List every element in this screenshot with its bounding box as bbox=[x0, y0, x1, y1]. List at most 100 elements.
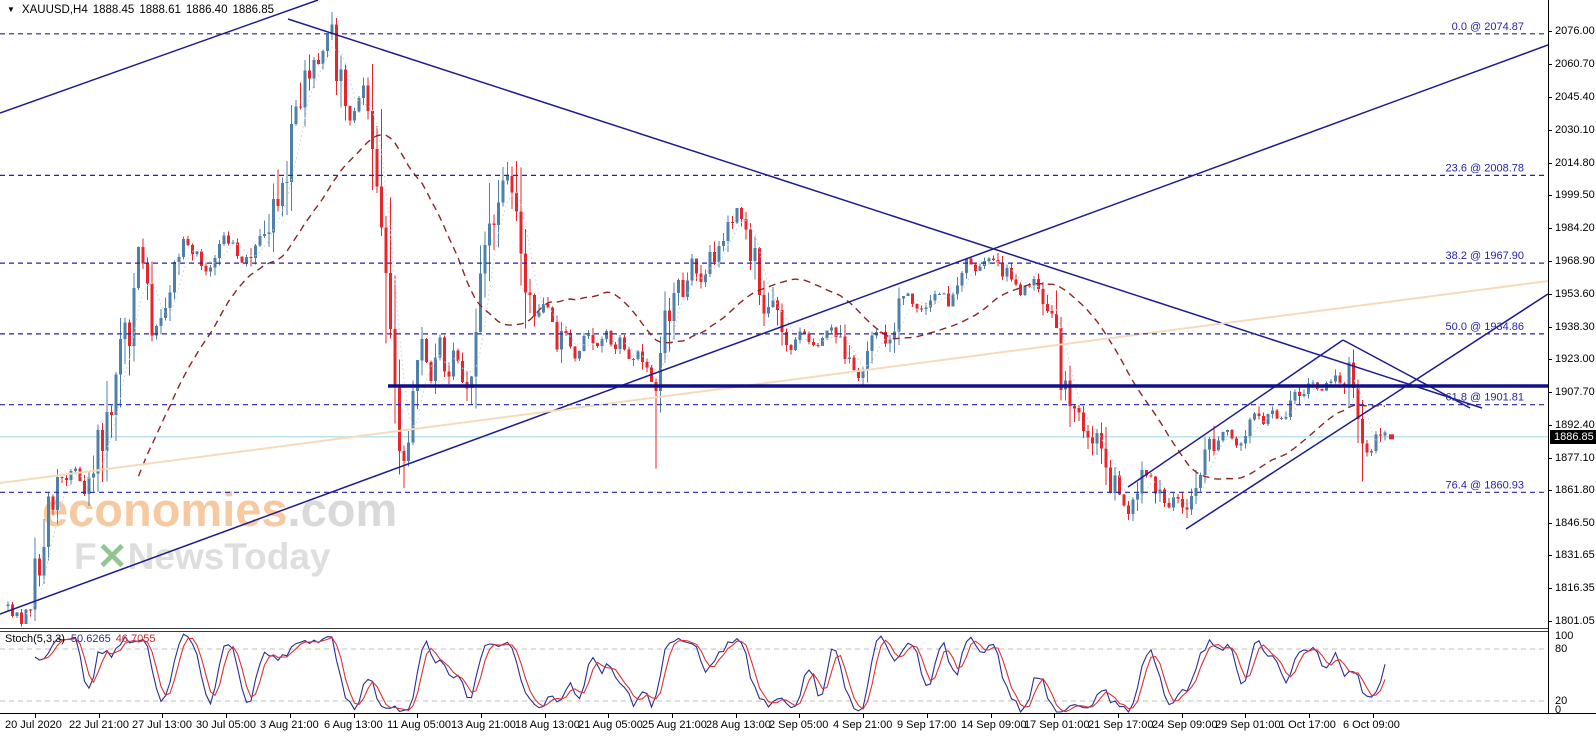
price-tick-label: 1801.05 bbox=[1555, 615, 1595, 627]
stoch-k-line bbox=[34, 633, 1386, 713]
symbol-ohlc-header: ▼ XAUUSD,H4 1888.45 1888.61 1886.40 1886.85 bbox=[7, 4, 274, 16]
price-tick bbox=[1548, 261, 1552, 262]
price-tick bbox=[1548, 163, 1552, 164]
stoch-d-value: 46.7055 bbox=[115, 633, 156, 645]
time-tick bbox=[1118, 714, 1119, 718]
time-tick-label: 30 Jul 05:00 bbox=[196, 719, 256, 731]
price-tick bbox=[1548, 294, 1552, 295]
price-tick-label: 2076.00 bbox=[1555, 25, 1595, 37]
time-tick bbox=[736, 714, 737, 718]
price-axis-line bbox=[1548, 0, 1549, 713]
time-tick bbox=[35, 714, 36, 718]
price-tick bbox=[1548, 458, 1552, 459]
current-price-badge: 1886.85 bbox=[1550, 430, 1596, 444]
price-tick bbox=[1548, 64, 1552, 65]
price-tick bbox=[1548, 97, 1552, 98]
price-tick bbox=[1548, 588, 1552, 589]
time-tick bbox=[1182, 714, 1183, 718]
time-tick-label: 6 Aug 13:00 bbox=[324, 719, 383, 731]
price-tick-label: 1953.60 bbox=[1555, 288, 1595, 300]
time-tick-label: 9 Sep 17:00 bbox=[897, 719, 957, 731]
ascending-channel-upper-july bbox=[0, 0, 319, 114]
ascending-support-pale bbox=[0, 280, 1548, 484]
time-tick bbox=[1309, 714, 1310, 718]
price-tick bbox=[1548, 392, 1552, 393]
price-tick bbox=[1548, 555, 1552, 556]
time-tick bbox=[226, 714, 227, 718]
price-tick bbox=[1548, 359, 1552, 360]
time-tick-label: 18 Aug 13:00 bbox=[515, 719, 580, 731]
stoch-scale-label: 80 bbox=[1555, 643, 1568, 655]
stoch-scale-label: 0 bbox=[1555, 704, 1562, 716]
ascending-trendline-long bbox=[0, 44, 1548, 615]
price-chart[interactable]: 0.0 @ 2074.87 23.6 @ 2008.78 38.2 @ 1967.9… bbox=[0, 0, 1548, 628]
stoch-d-line bbox=[43, 636, 1386, 713]
time-tick-label: 17 Sep 01:00 bbox=[1024, 719, 1090, 731]
time-tick-label: 3 Aug 21:00 bbox=[260, 719, 319, 731]
stoch-indicator-label: Stoch(5,3,3) 50.6265 46.7055 bbox=[5, 633, 156, 645]
ascending-channel-lower-recent bbox=[1185, 293, 1548, 530]
price-tick-label: 1846.50 bbox=[1555, 517, 1595, 529]
last-price-marker bbox=[1389, 434, 1394, 440]
symbol-dropdown-icon[interactable]: ▼ bbox=[7, 5, 15, 14]
price-tick-label: 1999.50 bbox=[1555, 189, 1595, 201]
time-tick-label: 24 Sep 09:00 bbox=[1152, 719, 1218, 731]
fib-level-label: 0.0 @ 2074.87 bbox=[1452, 21, 1524, 33]
time-tick-label: 27 Jul 13:00 bbox=[132, 719, 192, 731]
price-tick-label: 1831.65 bbox=[1555, 549, 1595, 561]
symbol-label: XAUUSD,H4 bbox=[21, 4, 88, 16]
time-tick bbox=[608, 714, 609, 718]
price-tick bbox=[1548, 490, 1552, 491]
stoch-scale-label: 100 bbox=[1555, 630, 1574, 642]
time-tick bbox=[799, 714, 800, 718]
stochastic-chart[interactable] bbox=[0, 632, 1548, 713]
time-tick bbox=[417, 714, 418, 718]
time-tick bbox=[991, 714, 992, 718]
time-axis[interactable]: 20 Jul 2020 22 Jul 21:00 27 Jul 13:00 30 Ju… bbox=[0, 713, 1596, 743]
time-tick-label: 28 Aug 13:00 bbox=[706, 719, 771, 731]
time-tick-label: 6 Oct 09:00 bbox=[1343, 719, 1400, 731]
price-tick bbox=[1548, 327, 1552, 328]
time-tick-label: 20 Jul 2020 bbox=[5, 719, 62, 731]
price-tick-label: 2060.70 bbox=[1555, 58, 1595, 70]
time-tick-label: 21 Aug 05:00 bbox=[578, 719, 643, 731]
price-axis[interactable]: 2076.00 2060.70 2045.40 2030.10 2014.80 1999.… bbox=[1548, 0, 1596, 716]
fib-level-label: 23.6 @ 2008.78 bbox=[1446, 162, 1524, 174]
fib-level-label: 50.0 @ 1934.86 bbox=[1446, 321, 1524, 333]
time-tick bbox=[354, 714, 355, 718]
time-tick bbox=[99, 714, 100, 718]
price-tick-label: 1923.00 bbox=[1555, 353, 1595, 365]
fib-level-label: 61.8 @ 1901.81 bbox=[1446, 392, 1524, 404]
price-tick-label: 2030.10 bbox=[1555, 124, 1595, 136]
time-tick bbox=[162, 714, 163, 718]
fast-ma-dotted-line bbox=[25, 46, 1386, 615]
time-tick bbox=[545, 714, 546, 718]
time-tick-label: 22 Jul 21:00 bbox=[69, 719, 129, 731]
panel-splitter[interactable] bbox=[0, 628, 1548, 629]
time-tick bbox=[1373, 714, 1374, 718]
price-tick-label: 1877.10 bbox=[1555, 452, 1595, 464]
time-tick-label: 11 Aug 05:00 bbox=[387, 719, 452, 731]
price-tick-label: 2045.40 bbox=[1555, 91, 1595, 103]
ascending-channel-upper-recent bbox=[1127, 339, 1344, 488]
time-tick-label: 4 Sep 21:00 bbox=[833, 719, 893, 731]
price-tick-label: 1968.90 bbox=[1555, 255, 1595, 267]
slow-ma-dashed-line bbox=[137, 134, 1386, 480]
low-value: 1886.40 bbox=[185, 4, 228, 16]
main-chart-panel: economies.com F✕NewsToday 0.0 @ 2074.87 2… bbox=[0, 0, 1548, 628]
time-tick-label: 29 Sep 01:00 bbox=[1215, 719, 1281, 731]
price-tick-label: 1907.70 bbox=[1555, 386, 1595, 398]
price-tick-label: 1984.20 bbox=[1555, 222, 1595, 234]
price-tick bbox=[1548, 130, 1552, 131]
descending-trendline-long bbox=[287, 18, 1483, 409]
price-tick bbox=[1548, 425, 1552, 426]
fib-level-label: 76.4 @ 1860.93 bbox=[1446, 479, 1524, 491]
time-tick bbox=[927, 714, 928, 718]
price-tick bbox=[1548, 621, 1552, 622]
descending-trendline-recent bbox=[1342, 339, 1471, 409]
price-tick-label: 1892.40 bbox=[1555, 419, 1595, 431]
price-tick-label: 1816.35 bbox=[1555, 582, 1595, 594]
fib-level-label: 38.2 @ 1967.90 bbox=[1446, 250, 1524, 262]
price-tick-label: 1861.80 bbox=[1555, 484, 1595, 496]
